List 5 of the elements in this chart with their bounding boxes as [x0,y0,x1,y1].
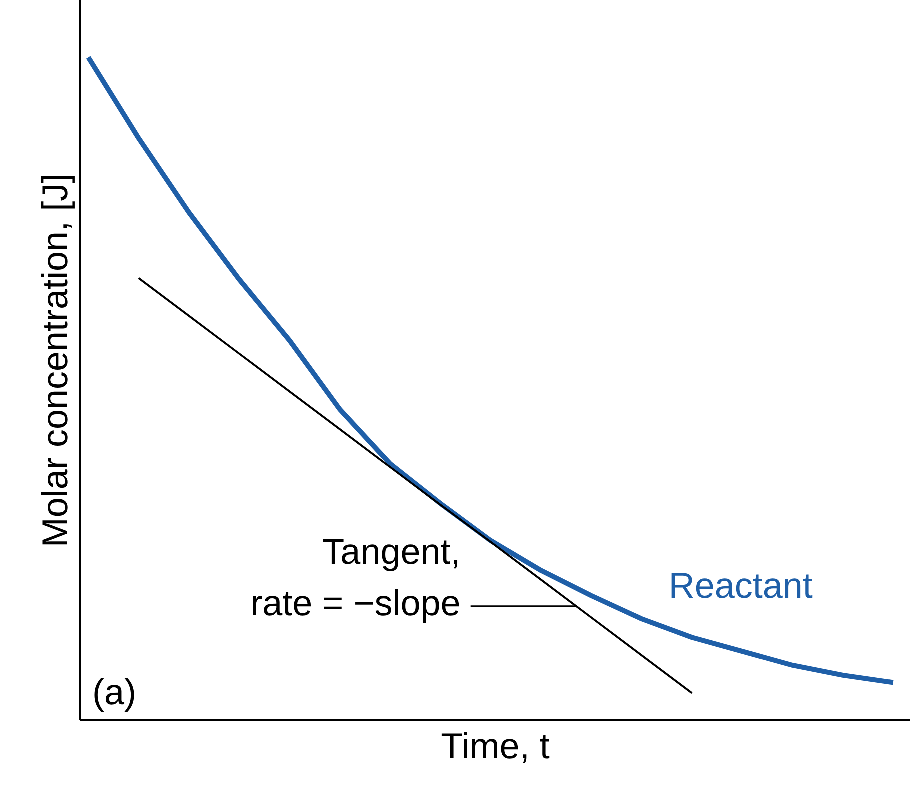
series-label: Reactant [668,564,813,606]
annotation: (a) [92,672,136,712]
series-label: Tangent, rate = −slope [250,530,461,624]
y-axis-title: Molar concentration, [J] [34,173,76,548]
x-axis-title: Time, t [441,726,550,766]
